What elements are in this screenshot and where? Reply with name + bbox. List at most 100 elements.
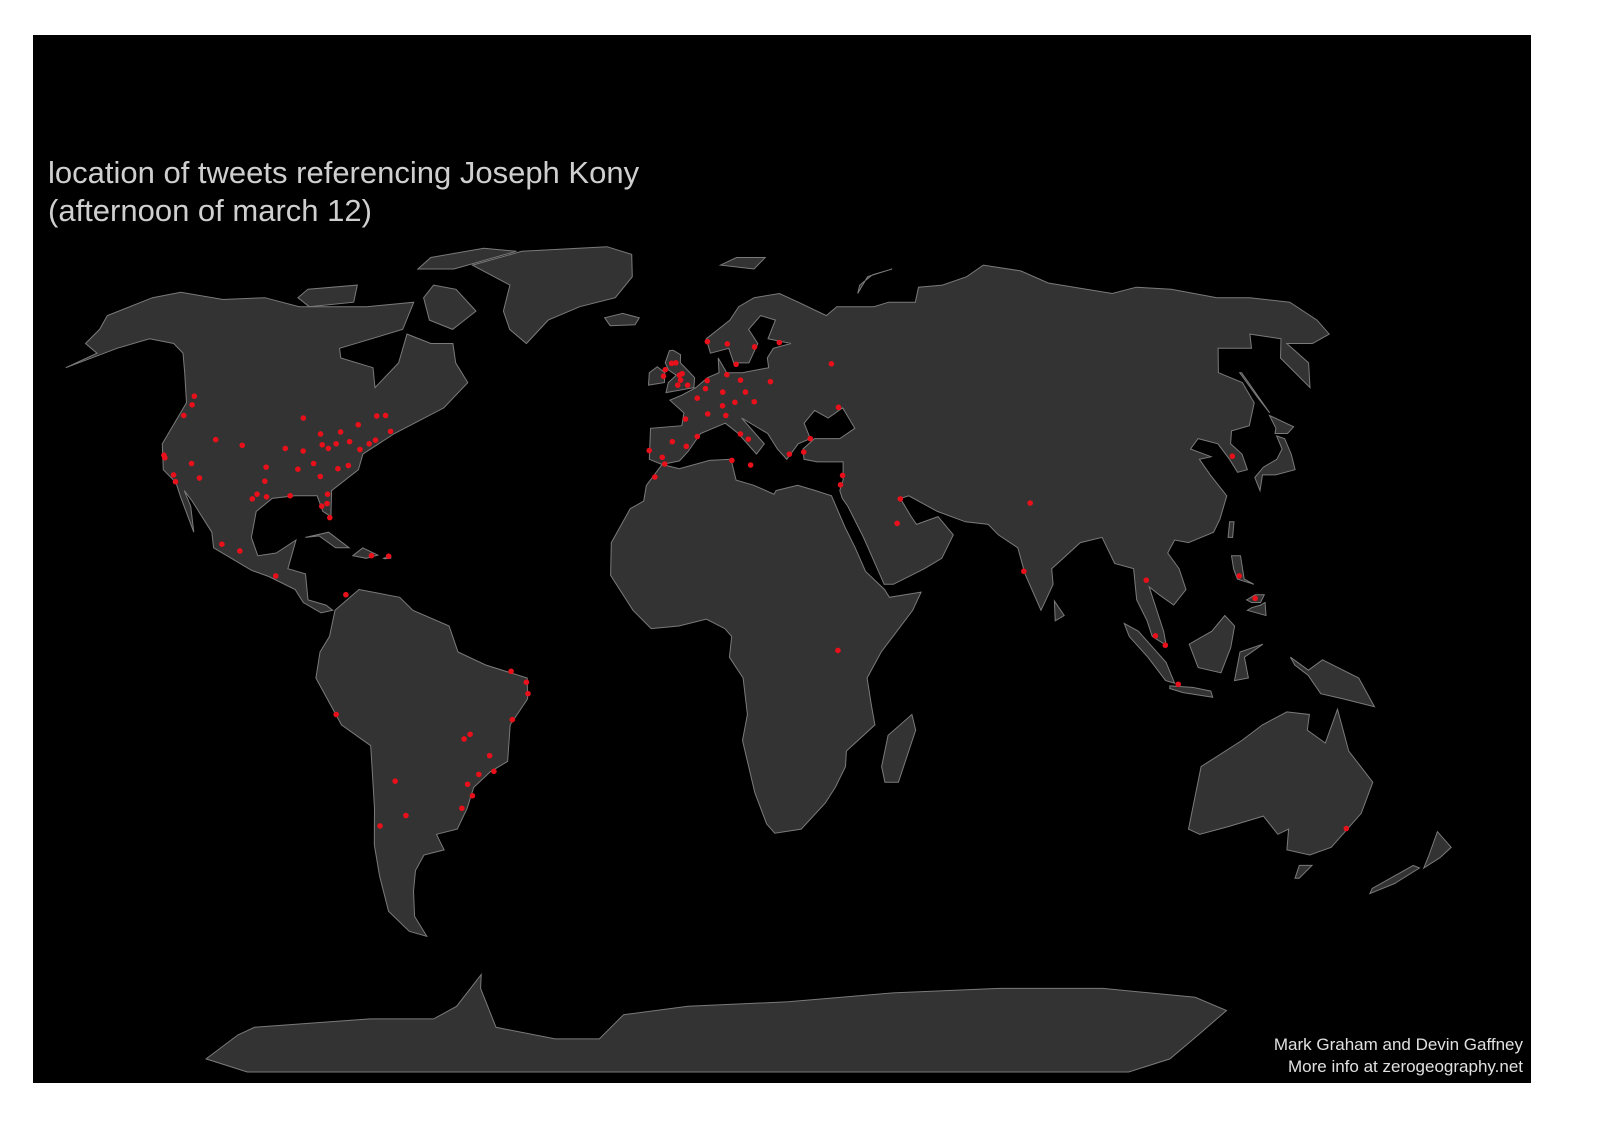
landmass <box>423 284 477 330</box>
landmass <box>305 531 351 549</box>
landmass <box>857 268 893 294</box>
tweet-point <box>357 446 363 453</box>
tweet-point <box>673 360 679 366</box>
landmass <box>1227 521 1235 538</box>
tweet-point <box>170 472 177 478</box>
tweet-point <box>180 412 187 419</box>
map-title: location of tweets referencing Joseph Ko… <box>48 155 640 190</box>
landmass <box>610 458 922 834</box>
landmass <box>1268 414 1295 434</box>
tweet-point <box>652 474 658 480</box>
landmass <box>1422 830 1452 870</box>
tweet-point <box>392 778 398 784</box>
landmass <box>65 291 469 614</box>
tweet-point <box>674 382 681 388</box>
tweet-point <box>767 378 774 385</box>
tweet-point <box>333 711 339 718</box>
tweet-point <box>679 370 685 377</box>
tweet-point <box>318 503 325 509</box>
landmass <box>1188 614 1236 674</box>
tweet-point <box>310 460 317 467</box>
tweet-point <box>1162 642 1169 649</box>
tweet-point <box>345 462 352 469</box>
tweet-point <box>300 415 307 421</box>
tweet-point <box>724 371 730 378</box>
tweet-point <box>837 482 844 488</box>
tweet-point <box>723 412 729 419</box>
tweet-point <box>162 454 168 461</box>
tweet-point <box>669 438 676 445</box>
tweet-point <box>662 366 669 373</box>
tweet-point <box>719 403 726 409</box>
credit: More info at zerogeography.net <box>1288 1057 1523 1076</box>
tweet-point <box>335 465 341 472</box>
tweet-point <box>196 475 203 481</box>
tweet-point <box>751 344 758 350</box>
tweet-point <box>219 541 225 547</box>
landmass <box>416 247 517 270</box>
tweet-point <box>467 731 473 738</box>
tweet-point <box>737 431 744 437</box>
landmass <box>1246 601 1267 617</box>
landmass <box>1368 864 1421 895</box>
tweet-point <box>668 360 675 367</box>
tweet-point <box>732 399 738 406</box>
landmass <box>1053 599 1065 622</box>
tweet-point <box>659 454 666 461</box>
tweet-point <box>300 448 306 454</box>
tweet-point <box>327 514 333 521</box>
tweet-point <box>747 462 754 468</box>
tweet-point <box>254 491 260 497</box>
tweet-point <box>835 404 842 411</box>
tweet-point <box>324 500 330 507</box>
tweet-point <box>319 442 326 448</box>
landmass <box>1294 864 1314 879</box>
tweet-point <box>188 460 195 467</box>
tweet-point <box>828 361 835 367</box>
tweet-point <box>403 812 409 819</box>
tweet-point <box>325 445 332 452</box>
map-subtitle: (afternoon of march 12) <box>48 193 372 228</box>
tweet-point <box>1343 825 1350 832</box>
tweet-point <box>263 464 269 470</box>
tweet-point <box>317 431 324 437</box>
tweet-point <box>324 491 331 497</box>
tweet-point <box>786 451 793 457</box>
tweet-point <box>737 377 744 383</box>
tweet-point <box>677 377 684 383</box>
tweet-point <box>682 416 689 422</box>
landmass <box>1238 372 1271 414</box>
tweet-point <box>212 436 219 443</box>
tweet-point <box>317 473 324 480</box>
landmass <box>1123 622 1176 684</box>
tweet-point <box>382 412 389 419</box>
tweet-point <box>172 478 179 485</box>
tweet-point <box>189 402 195 408</box>
landmass <box>1289 656 1376 708</box>
landmass <box>647 366 666 386</box>
tweet-point <box>1143 577 1150 583</box>
tweet-point <box>491 768 497 775</box>
tweet-point <box>704 411 711 417</box>
tweet-point <box>262 478 268 484</box>
land <box>65 246 1452 1073</box>
tweet-point <box>346 438 353 445</box>
tweet-point <box>282 445 289 452</box>
tweet-point <box>704 377 711 384</box>
tweet-points <box>161 338 1350 832</box>
tweet-point <box>461 736 467 742</box>
landmass <box>718 257 767 270</box>
tweet-point <box>525 690 531 697</box>
tweet-point <box>249 496 256 502</box>
tweet-point <box>702 385 709 392</box>
tweet-point <box>745 436 752 442</box>
tweet-point <box>1175 681 1182 688</box>
tweet-point <box>372 437 379 443</box>
landmass <box>1233 643 1264 682</box>
landmass <box>471 246 633 345</box>
tweet-point <box>385 553 392 559</box>
landmass <box>603 312 641 327</box>
tweet-point <box>295 466 301 473</box>
tweet-point <box>191 393 198 399</box>
tweet-point <box>508 668 514 675</box>
